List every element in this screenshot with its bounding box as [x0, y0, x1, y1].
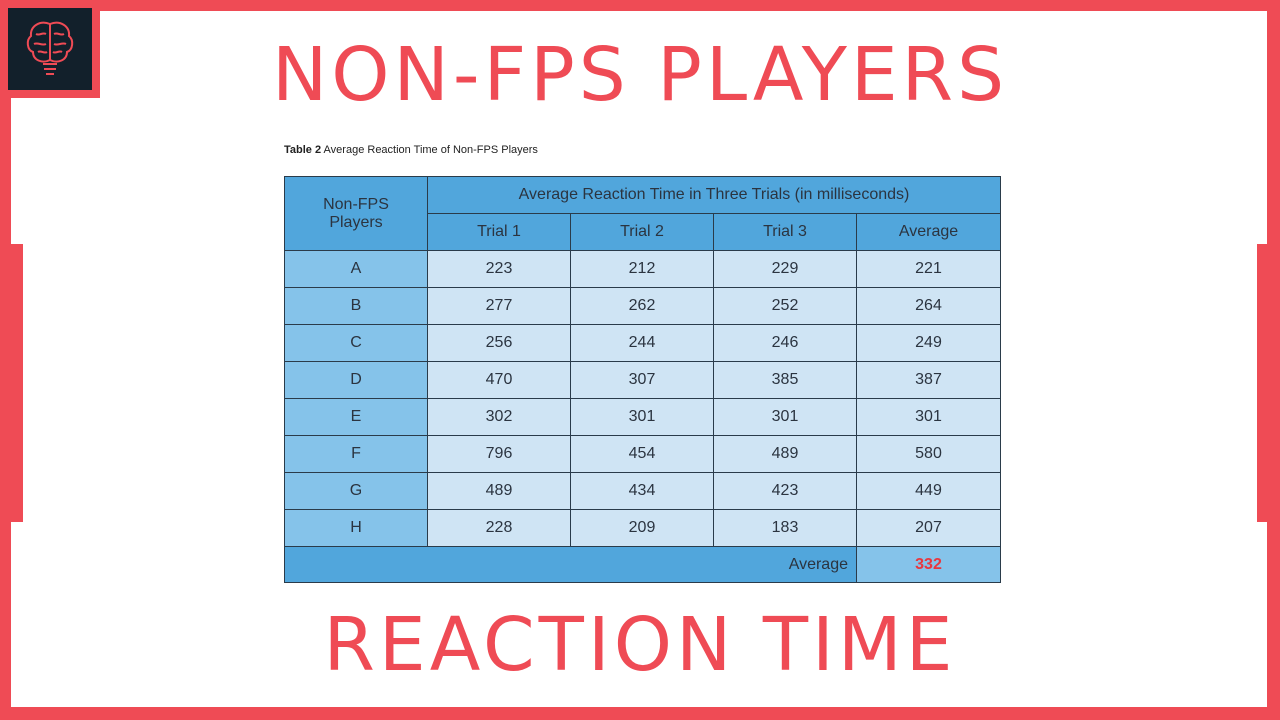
- frame-top: [0, 0, 1280, 11]
- value-cell: 223: [427, 250, 571, 288]
- value-cell: 228: [427, 509, 571, 547]
- value-cell: 449: [856, 472, 1001, 510]
- caption-label: Table 2: [284, 144, 322, 156]
- column-header: Average: [856, 213, 1001, 251]
- player-cell: H: [284, 509, 428, 547]
- value-cell: 277: [427, 287, 571, 325]
- page-title: NON-FPS PLAYERS: [271, 32, 1009, 118]
- table-row: D 470 307 385 387: [284, 361, 1001, 399]
- value-cell: 244: [570, 324, 714, 362]
- overall-average: 332: [856, 546, 1001, 583]
- table-row: A 223 212 229 221: [284, 250, 1001, 288]
- value-cell: 229: [713, 250, 857, 288]
- value-cell: 301: [856, 398, 1001, 436]
- value-cell: 489: [713, 435, 857, 473]
- player-cell: C: [284, 324, 428, 362]
- reaction-time-table: Non-FPS Players Average Reaction Time in…: [284, 176, 1001, 583]
- footer-label: Average: [284, 546, 857, 583]
- frame-right-bar: [1257, 244, 1280, 522]
- player-cell: D: [284, 361, 428, 399]
- player-cell: F: [284, 435, 428, 473]
- value-cell: 489: [427, 472, 571, 510]
- player-cell: G: [284, 472, 428, 510]
- player-cell: A: [284, 250, 428, 288]
- column-header: Trial 2: [570, 213, 714, 251]
- value-cell: 301: [713, 398, 857, 436]
- logo-background: [8, 8, 92, 90]
- value-cell: 207: [856, 509, 1001, 547]
- player-cell: B: [284, 287, 428, 325]
- frame-left-bar: [0, 244, 23, 522]
- value-cell: 301: [570, 398, 714, 436]
- value-cell: 221: [856, 250, 1001, 288]
- table-row: F 796 454 489 580: [284, 435, 1001, 473]
- page-subtitle: REACTION TIME: [323, 602, 957, 688]
- group-header: Average Reaction Time in Three Trials (i…: [427, 176, 1001, 214]
- column-header: Trial 1: [427, 213, 571, 251]
- corner-header: Non-FPS Players: [284, 176, 428, 251]
- value-cell: 423: [713, 472, 857, 510]
- value-cell: 212: [570, 250, 714, 288]
- value-cell: 264: [856, 287, 1001, 325]
- value-cell: 385: [713, 361, 857, 399]
- value-cell: 796: [427, 435, 571, 473]
- table-row: B 277 262 252 264: [284, 287, 1001, 325]
- table-row: E 302 301 301 301: [284, 398, 1001, 436]
- caption-text: Average Reaction Time of Non-FPS Players: [321, 144, 538, 156]
- value-cell: 434: [570, 472, 714, 510]
- frame-bottom: [0, 707, 1280, 720]
- value-cell: 249: [856, 324, 1001, 362]
- table-caption: Table 2 Average Reaction Time of Non-FPS…: [284, 144, 538, 156]
- table-row: H 228 209 183 207: [284, 509, 1001, 547]
- value-cell: 454: [570, 435, 714, 473]
- value-cell: 307: [570, 361, 714, 399]
- player-cell: E: [284, 398, 428, 436]
- logo: [0, 0, 100, 98]
- value-cell: 580: [856, 435, 1001, 473]
- column-header: Trial 3: [713, 213, 857, 251]
- value-cell: 262: [570, 287, 714, 325]
- value-cell: 470: [427, 361, 571, 399]
- value-cell: 302: [427, 398, 571, 436]
- brain-lightbulb-icon: [26, 21, 74, 75]
- value-cell: 387: [856, 361, 1001, 399]
- value-cell: 209: [570, 509, 714, 547]
- value-cell: 246: [713, 324, 857, 362]
- table-row: G 489 434 423 449: [284, 472, 1001, 510]
- value-cell: 183: [713, 509, 857, 547]
- table-row: C 256 244 246 249: [284, 324, 1001, 362]
- value-cell: 256: [427, 324, 571, 362]
- value-cell: 252: [713, 287, 857, 325]
